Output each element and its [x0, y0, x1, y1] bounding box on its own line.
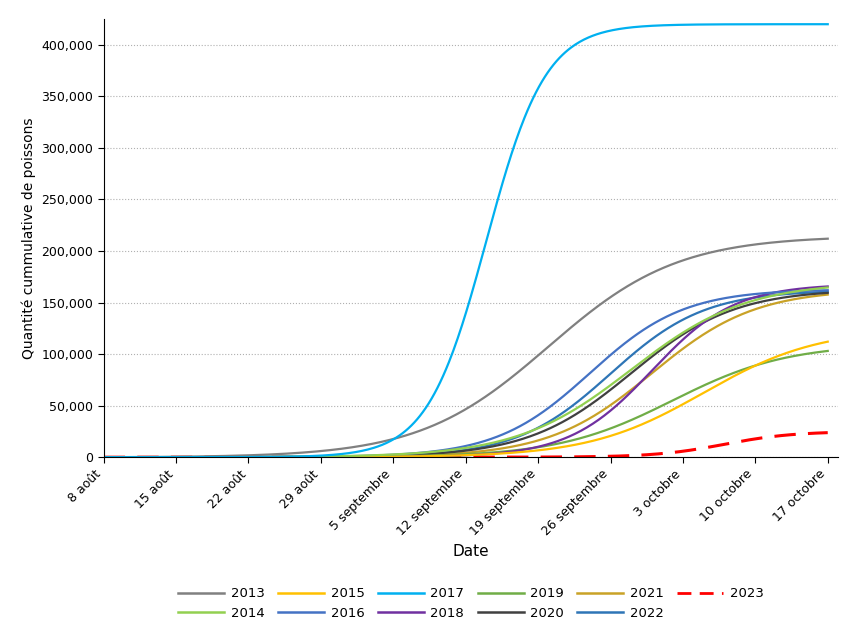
X-axis label: Date: Date [453, 544, 489, 559]
Y-axis label: Quantité cummulative de poissons: Quantité cummulative de poissons [22, 117, 35, 359]
Legend: 2013, 2014, 2015, 2016, 2017, 2018, 2019, 2020, 2021, 2022, 2023: 2013, 2014, 2015, 2016, 2017, 2018, 2019… [173, 582, 769, 625]
